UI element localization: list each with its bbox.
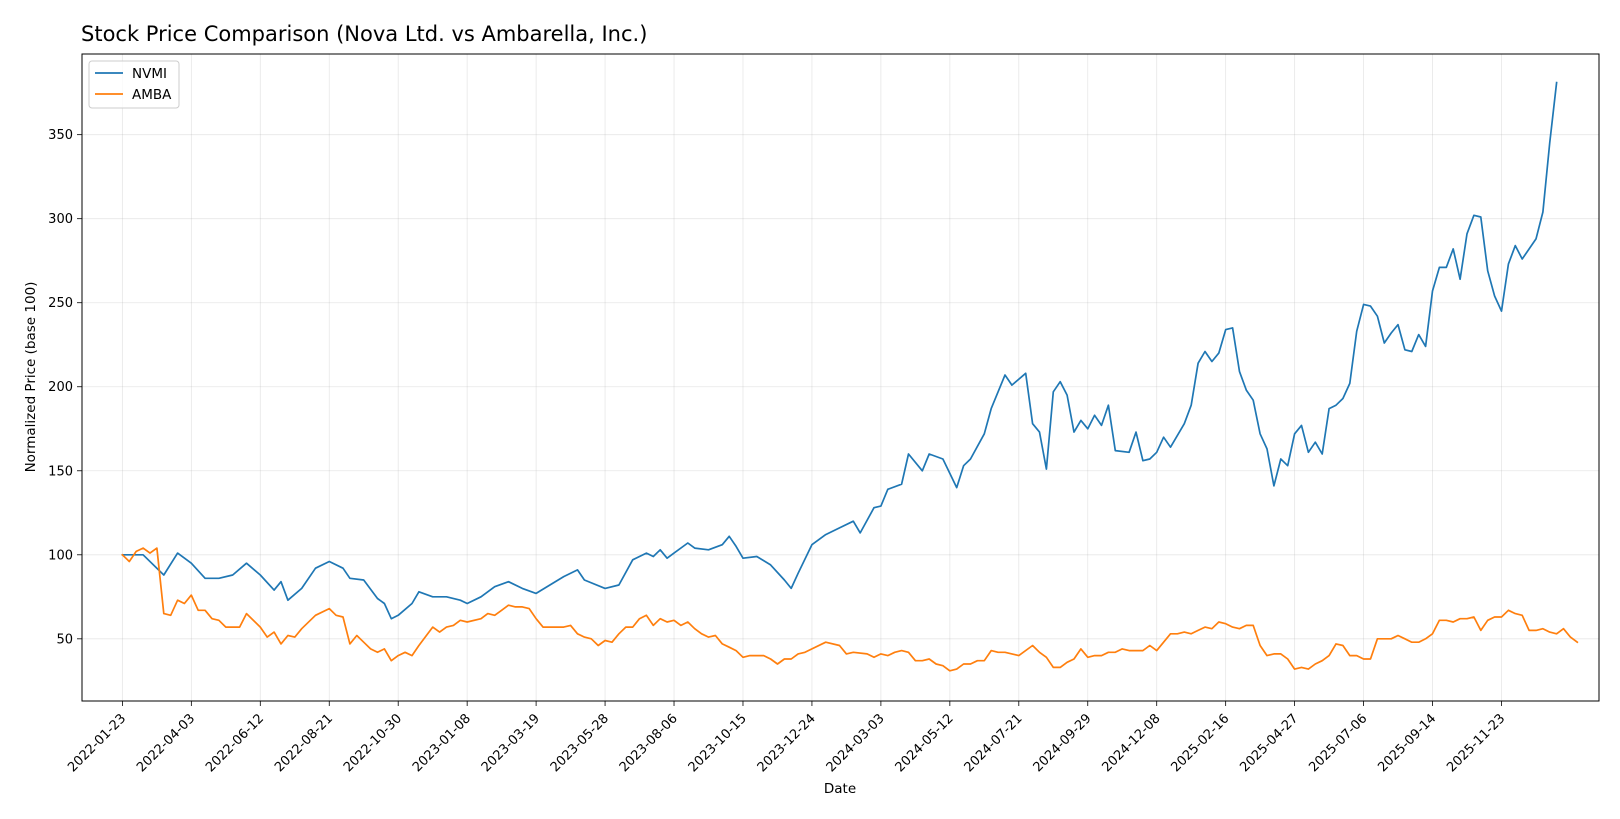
series-line-amba (121, 547, 1579, 672)
x-axis-label: Date (824, 781, 856, 797)
series-line-nvmi (121, 81, 1558, 620)
y-tick-label: 150 (48, 464, 73, 479)
y-tick-label: 50 (56, 632, 73, 647)
plot-area (82, 54, 1599, 701)
y-tick-label: 300 (48, 212, 73, 227)
legend: NVMI AMBA (88, 60, 180, 109)
series-lines (121, 81, 1579, 672)
chart-title: Stock Price Comparison (Nova Ltd. vs Amb… (81, 22, 647, 46)
y-axis-ticks: 50 100 150 200 250 300 350 (48, 128, 82, 647)
y-tick-label: 100 (48, 548, 73, 563)
legend-label-amba: AMBA (132, 87, 172, 103)
plot-frame (81, 53, 1600, 702)
legend-label-nvmi: NVMI (132, 66, 167, 82)
gridlines (82, 54, 1599, 701)
y-tick-label: 350 (48, 128, 73, 143)
y-tick-label: 200 (48, 380, 73, 395)
y-tick-label: 250 (48, 296, 73, 311)
y-axis-label: Normalized Price (base 100) (23, 282, 39, 473)
